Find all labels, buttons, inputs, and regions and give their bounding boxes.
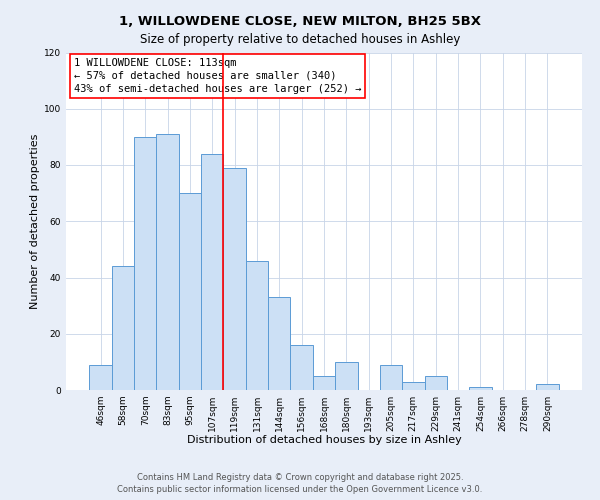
Text: Contains HM Land Registry data © Crown copyright and database right 2025.
Contai: Contains HM Land Registry data © Crown c…	[118, 472, 482, 494]
Text: Size of property relative to detached houses in Ashley: Size of property relative to detached ho…	[140, 32, 460, 46]
Bar	[89, 364, 112, 390]
Bar	[157, 134, 179, 390]
Y-axis label: Number of detached properties: Number of detached properties	[30, 134, 40, 309]
Bar	[380, 364, 402, 390]
Text: 1 WILLOWDENE CLOSE: 113sqm
← 57% of detached houses are smaller (340)
43% of sem: 1 WILLOWDENE CLOSE: 113sqm ← 57% of deta…	[74, 58, 361, 94]
Bar	[313, 376, 335, 390]
Bar	[536, 384, 559, 390]
Bar	[469, 387, 491, 390]
X-axis label: Distribution of detached houses by size in Ashley: Distribution of detached houses by size …	[187, 436, 461, 446]
Bar	[402, 382, 425, 390]
Bar	[223, 168, 246, 390]
Bar	[246, 260, 268, 390]
Bar	[335, 362, 358, 390]
Bar	[201, 154, 223, 390]
Bar	[112, 266, 134, 390]
Bar	[290, 345, 313, 390]
Bar	[268, 297, 290, 390]
Text: 1, WILLOWDENE CLOSE, NEW MILTON, BH25 5BX: 1, WILLOWDENE CLOSE, NEW MILTON, BH25 5B…	[119, 15, 481, 28]
Bar	[425, 376, 447, 390]
Bar	[179, 193, 201, 390]
Bar	[134, 137, 157, 390]
